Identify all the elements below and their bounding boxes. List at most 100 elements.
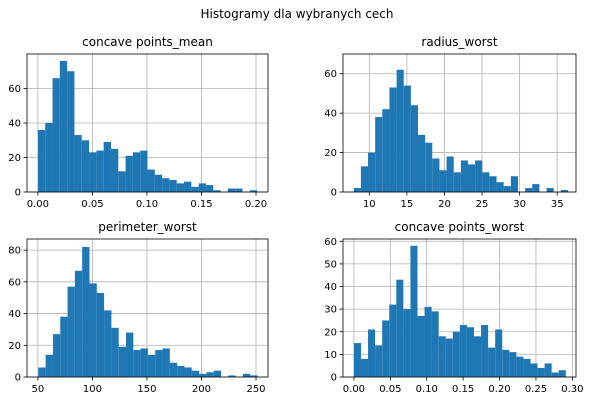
- y-tick-label: 60: [8, 84, 21, 95]
- histogram-bar: [45, 123, 53, 192]
- histogram-bar: [74, 270, 83, 377]
- histogram-bar: [126, 332, 134, 377]
- y-tick-label: 60: [8, 277, 21, 288]
- x-tick-label: 0.15: [452, 384, 474, 395]
- histogram-bar: [169, 362, 178, 377]
- figure-title: Histogramy dla wybranych cech: [200, 7, 393, 21]
- histogram-bar: [198, 183, 206, 192]
- x-tick-label: 0.10: [416, 384, 438, 395]
- axes-frame: [342, 238, 577, 378]
- histogram-bar: [495, 329, 503, 377]
- x-tick-label: 0.20: [488, 384, 510, 395]
- y-tick-label: 80: [8, 246, 21, 257]
- histogram-bar: [502, 349, 510, 377]
- histogram-bar: [235, 188, 243, 192]
- histogram-bar: [140, 150, 148, 192]
- histogram-bar: [452, 331, 460, 377]
- y-tick-label: 20: [8, 341, 21, 352]
- histogram-bar: [96, 292, 105, 377]
- histogram-bar: [162, 348, 170, 377]
- histogram-bar: [162, 178, 170, 192]
- x-tick-label: 250: [246, 384, 265, 395]
- y-tick-label: 30: [324, 305, 337, 316]
- histogram-bar: [184, 181, 192, 192]
- histogram-bar: [133, 350, 141, 377]
- histogram-bar: [459, 324, 467, 377]
- histogram-bar: [425, 142, 433, 192]
- histogram-bar: [546, 188, 554, 192]
- histogram-bar: [227, 188, 236, 192]
- histogram-bar: [382, 109, 390, 192]
- x-tick-label: 15: [401, 199, 414, 210]
- histogram-bar: [368, 152, 376, 192]
- histogram-bar: [551, 372, 559, 377]
- y-tick-label: 0: [15, 188, 21, 199]
- histogram-bar: [488, 347, 496, 377]
- histogram-bar: [544, 363, 552, 377]
- histogram-bar: [118, 171, 126, 192]
- histogram-bar: [169, 179, 177, 192]
- subplot-title: concave points_worst: [395, 220, 525, 234]
- histogram-bar: [403, 85, 411, 192]
- histogram-bar: [249, 190, 258, 192]
- histogram-bar: [140, 348, 148, 377]
- histogram-bar: [389, 87, 397, 192]
- x-tick-label: 0.10: [136, 199, 158, 210]
- x-tick-label: 0.05: [81, 199, 103, 210]
- y-tick-label: 40: [8, 309, 21, 320]
- y-tick-label: 60: [324, 69, 337, 80]
- histogram-bar: [250, 375, 258, 377]
- histogram-bar: [431, 311, 439, 377]
- histogram-bar: [537, 367, 545, 377]
- histogram-bar: [118, 346, 127, 377]
- histogram-bar: [353, 188, 361, 192]
- subplot-4: 0.00 0.05 0.10 0.15 0.20 0.25 0.30 0 10 20 30 40 50 6…: [324, 220, 583, 395]
- histogram-bar: [89, 283, 97, 377]
- histogram-bar: [111, 327, 119, 377]
- histogram-bar: [184, 367, 192, 377]
- histogram-bar: [368, 329, 376, 377]
- histogram-bar: [67, 71, 75, 192]
- histogram-bar: [375, 117, 383, 192]
- histogram-bar: [410, 245, 418, 377]
- x-tick-label: 100: [83, 384, 102, 395]
- x-tick-label: 50: [32, 384, 45, 395]
- histogram-bar: [89, 152, 97, 192]
- histogram-bar: [466, 327, 474, 377]
- histogram-bar: [496, 182, 504, 192]
- x-tick-label: 0.30: [561, 384, 583, 395]
- x-tick-label: 150: [137, 384, 156, 395]
- histogram-bar: [453, 172, 461, 192]
- y-tick-label: 0: [331, 373, 337, 384]
- histogram-bar: [213, 370, 221, 377]
- histogram-bar: [110, 148, 119, 192]
- histogram-bar: [38, 367, 46, 377]
- histogram-bar: [445, 338, 453, 377]
- histogram-bar: [353, 343, 361, 377]
- histogram-bar: [525, 188, 533, 192]
- y-tick-label: 0: [331, 188, 337, 199]
- histogram-bar: [560, 190, 568, 192]
- x-tick-label: 200: [192, 384, 211, 395]
- subplot-title: radius_worst: [421, 35, 497, 49]
- x-tick-label: 0.00: [27, 199, 49, 210]
- histogram-bar: [424, 306, 432, 377]
- histogram-bar: [360, 358, 369, 377]
- histogram-bar: [558, 370, 566, 377]
- histogram-bar: [96, 150, 104, 192]
- histogram-bar: [418, 134, 426, 192]
- histogram-bar: [389, 304, 397, 377]
- histogram-bar: [132, 152, 141, 192]
- x-tick-label: 0.20: [245, 199, 267, 210]
- histogram-bar: [206, 372, 214, 377]
- subplot-title: concave points_mean: [82, 35, 213, 49]
- y-tick-label: 60: [324, 237, 337, 248]
- histogram-bar: [154, 174, 163, 192]
- histogram-bar: [74, 135, 82, 192]
- x-tick-label: 0.25: [525, 384, 547, 395]
- histogram-bar: [382, 320, 390, 377]
- histogram-bar: [125, 155, 133, 192]
- histogram-bar: [396, 279, 404, 377]
- x-tick-label: 30: [513, 199, 526, 210]
